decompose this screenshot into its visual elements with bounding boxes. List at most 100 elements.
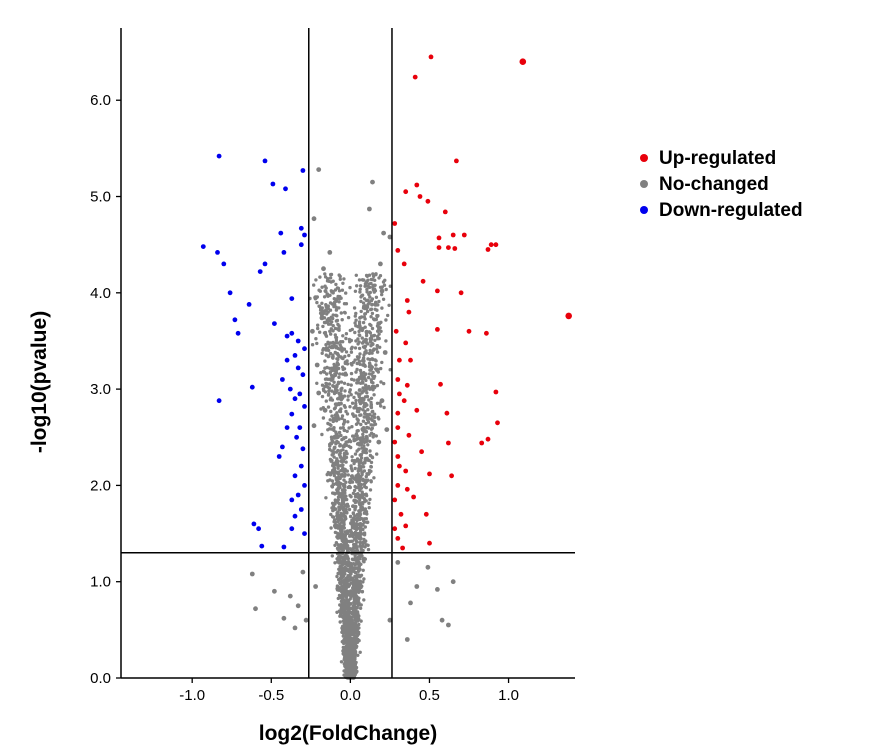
no-changed-point xyxy=(337,300,341,304)
no-changed-point xyxy=(358,287,362,291)
no-changed-point xyxy=(374,295,379,299)
no-changed-point xyxy=(352,650,356,655)
no-changed-point xyxy=(359,315,364,319)
no-changed-point xyxy=(350,401,355,405)
no-changed-point xyxy=(338,612,343,617)
no-changed-point xyxy=(340,640,344,644)
no-changed-point xyxy=(355,518,359,523)
no-changed-point xyxy=(346,589,350,594)
down-regulated-point xyxy=(295,338,301,344)
no-changed-point xyxy=(350,594,354,598)
no-changed-point xyxy=(342,453,347,458)
no-changed-point xyxy=(366,543,370,547)
no-changed-point xyxy=(358,650,362,654)
no-changed-point xyxy=(313,584,318,589)
no-changed-point xyxy=(354,671,358,675)
no-changed-point xyxy=(339,380,344,384)
up-regulated-point xyxy=(395,410,401,416)
no-changed-point xyxy=(345,600,349,604)
no-changed-point xyxy=(382,381,386,386)
no-changed-point xyxy=(363,557,367,561)
no-changed-point xyxy=(365,479,369,483)
no-changed-point xyxy=(331,508,335,513)
legend-marker-down-regulated xyxy=(640,206,648,214)
no-changed-point xyxy=(329,332,333,336)
no-changed-point xyxy=(339,576,343,580)
no-changed-point xyxy=(365,520,369,525)
no-changed-point xyxy=(335,357,339,361)
no-changed-point xyxy=(320,383,325,387)
no-changed-point xyxy=(365,415,371,421)
no-changed-point xyxy=(315,341,319,346)
no-changed-point xyxy=(364,421,368,426)
no-changed-point xyxy=(368,322,372,327)
no-changed-point xyxy=(332,302,337,306)
no-changed-point xyxy=(343,389,347,393)
up-regulated-point xyxy=(392,221,398,226)
no-changed-point xyxy=(329,409,333,414)
no-changed-point xyxy=(348,485,352,490)
no-changed-point xyxy=(342,484,346,488)
no-changed-point xyxy=(361,540,365,545)
no-changed-point xyxy=(355,644,359,649)
no-changed-point xyxy=(344,644,348,649)
no-changed-point xyxy=(324,496,328,500)
no-changed-point xyxy=(323,384,327,389)
no-changed-point xyxy=(360,522,365,527)
no-changed-point xyxy=(330,320,334,324)
y-tick-label: 5.0 xyxy=(90,189,111,206)
no-changed-point xyxy=(369,368,373,372)
no-changed-point xyxy=(358,436,363,441)
no-changed-point xyxy=(360,589,365,594)
no-changed-point xyxy=(342,598,346,602)
no-changed-point xyxy=(336,500,340,504)
no-changed-point xyxy=(340,458,344,463)
no-changed-point xyxy=(335,297,339,301)
up-regulated-point xyxy=(420,278,426,284)
no-changed-point xyxy=(367,372,372,376)
no-changed-point xyxy=(366,302,370,306)
no-changed-point xyxy=(327,382,332,386)
down-regulated-point xyxy=(283,186,288,192)
no-changed-point xyxy=(316,390,322,396)
no-changed-point xyxy=(340,318,344,322)
no-changed-point xyxy=(374,367,380,373)
no-changed-point xyxy=(344,332,349,336)
no-changed-point xyxy=(354,577,359,581)
no-changed-point xyxy=(335,535,339,539)
no-changed-point xyxy=(340,533,344,538)
no-changed-point xyxy=(363,447,367,451)
no-changed-point xyxy=(354,318,358,322)
no-changed-point xyxy=(332,297,336,301)
no-changed-point xyxy=(376,314,380,318)
down-regulated-point xyxy=(300,168,306,173)
no-changed-point xyxy=(335,557,339,561)
no-changed-point xyxy=(359,299,363,304)
no-changed-point xyxy=(343,565,347,570)
down-regulated-point xyxy=(281,250,287,255)
down-regulated-point xyxy=(249,384,255,390)
no-changed-point xyxy=(345,624,349,629)
down-regulated-point xyxy=(292,396,298,402)
no-changed-point xyxy=(355,449,359,453)
no-changed-point xyxy=(365,290,369,294)
no-changed-point xyxy=(374,272,378,276)
no-changed-point xyxy=(346,394,350,398)
no-changed-point xyxy=(331,279,335,283)
no-changed-point xyxy=(344,336,348,341)
no-changed-point xyxy=(352,662,356,666)
no-changed-point xyxy=(340,571,344,575)
up-regulated-point xyxy=(446,440,451,446)
no-changed-point xyxy=(326,310,330,314)
no-changed-point xyxy=(346,657,350,661)
no-changed-point xyxy=(348,528,353,533)
no-changed-point xyxy=(357,483,361,487)
no-changed-point xyxy=(348,534,352,538)
no-changed-point xyxy=(408,600,413,606)
no-changed-point xyxy=(342,546,347,550)
no-changed-point xyxy=(364,510,369,514)
no-changed-point xyxy=(358,400,362,404)
no-changed-point xyxy=(369,344,373,348)
up-regulated-point xyxy=(565,312,572,320)
no-changed-point xyxy=(380,292,384,297)
